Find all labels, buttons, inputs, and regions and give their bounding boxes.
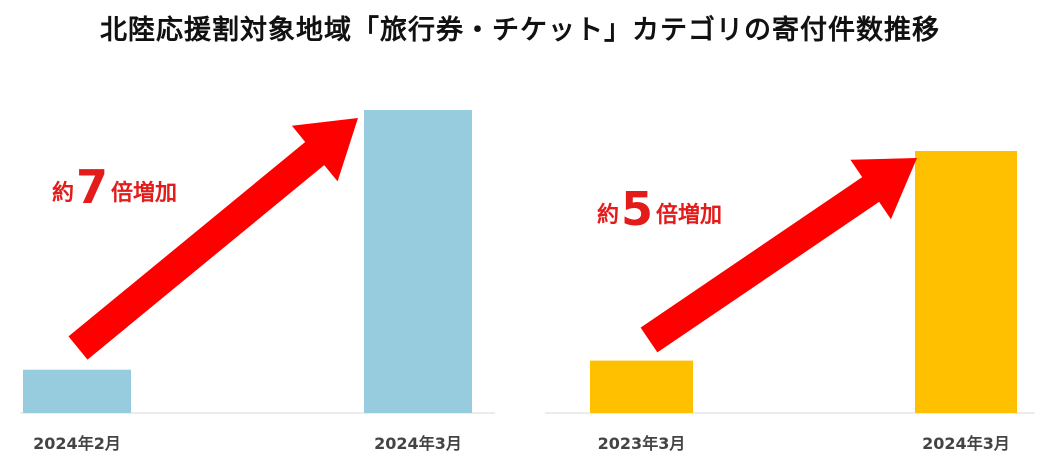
chart-right: 2023年3月 2024年3月 約 5 倍増加 — [545, 151, 1035, 453]
chart-left: 2024年2月 2024年3月 約 7 倍増加 — [20, 110, 495, 453]
multiplier-prefix: 約 — [597, 202, 619, 228]
x-tick-label: 2024年3月 — [374, 434, 462, 453]
multiplier-number: 7 — [76, 160, 108, 214]
chart-title: 北陸応援割対象地域「旅行券・チケット」カテゴリの寄付件数推移 — [100, 15, 940, 46]
bar-2 — [364, 110, 472, 413]
multiplier-suffix: 倍増加 — [111, 180, 177, 206]
increase-arrow — [640, 158, 917, 353]
multiplier-suffix: 倍増加 — [656, 202, 722, 228]
bar-1 — [23, 369, 131, 413]
x-tick-label: 2024年3月 — [922, 434, 1010, 453]
bar-2 — [915, 151, 1017, 413]
x-tick-label: 2023年3月 — [598, 434, 686, 453]
increase-arrow — [68, 118, 358, 360]
multiplier-prefix: 約 — [52, 180, 74, 206]
x-tick-label: 2024年2月 — [33, 434, 121, 453]
bar-1 — [590, 360, 693, 413]
multiplier-number: 5 — [621, 182, 653, 236]
